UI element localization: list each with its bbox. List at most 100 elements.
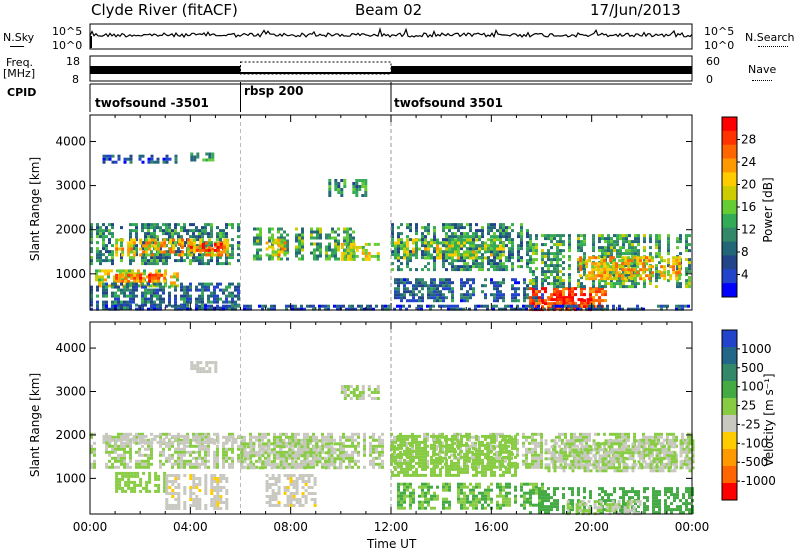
- power-cell: [129, 160, 133, 164]
- velocity-cell: [273, 456, 276, 460]
- power-cell: [108, 223, 111, 227]
- velocity-cell: [321, 438, 324, 442]
- power-cell: [622, 279, 625, 283]
- power-cell: [475, 265, 478, 269]
- velocity-cell: [120, 462, 123, 466]
- power-cell: [216, 285, 219, 289]
- power-cell: [439, 290, 442, 294]
- power-cell: [457, 229, 460, 233]
- velocity-cell: [525, 435, 528, 439]
- velocity-cell: [219, 501, 223, 504]
- velocity-cell: [297, 432, 300, 436]
- power-cell: [445, 287, 448, 291]
- power-cell: [481, 229, 484, 233]
- velocity-cell: [216, 462, 219, 466]
- power-cell: [607, 249, 610, 253]
- power-cell: [604, 237, 607, 241]
- power-cell: [153, 262, 156, 266]
- power-cell: [604, 299, 607, 303]
- power-cell: [592, 296, 595, 300]
- velocity-cell: [279, 466, 283, 470]
- velocity-cell: [111, 450, 114, 454]
- power-cell: [256, 251, 259, 255]
- power-cell: [475, 256, 478, 260]
- velocity-cell: [516, 450, 519, 454]
- velocity-cell: [258, 435, 261, 439]
- power-cell: [526, 265, 529, 269]
- power-cell: [328, 188, 332, 191]
- power-cell: [153, 259, 156, 263]
- velocity-cell: [396, 459, 399, 463]
- power-cell: [408, 304, 411, 308]
- power-cell: [507, 304, 510, 308]
- power-cell: [562, 293, 565, 297]
- power-cell: [421, 250, 424, 254]
- power-cell: [228, 285, 231, 289]
- power-cell: [648, 268, 652, 272]
- power-cell: [490, 229, 493, 233]
- power-cell: [271, 257, 274, 261]
- power-cell: [364, 185, 368, 188]
- velocity-cell: [267, 463, 271, 467]
- velocity-cell: [216, 440, 220, 444]
- velocity-cell: [171, 444, 174, 448]
- velocity-cell: [219, 489, 223, 492]
- power-cell: [642, 271, 646, 275]
- velocity-cell: [93, 441, 96, 445]
- velocity-cell: [225, 450, 228, 454]
- power-cell: [343, 236, 346, 240]
- power-cell: [547, 252, 550, 256]
- velocity-cell: [219, 480, 223, 483]
- velocity-cell: [102, 437, 106, 441]
- power-cell: [444, 304, 447, 308]
- power-cell: [607, 252, 610, 256]
- power-cell: [340, 257, 344, 261]
- power-cell: [102, 154, 106, 158]
- velocity-cell: [222, 444, 225, 448]
- velocity-cell: [154, 483, 158, 487]
- power-cell: [105, 250, 108, 254]
- power-cell: [565, 296, 568, 300]
- power-cell: [237, 285, 240, 289]
- power-cell: [552, 307, 555, 311]
- power-cell: [90, 262, 93, 266]
- power-cell: [672, 256, 676, 260]
- power-cell: [154, 276, 158, 280]
- velocity-cell: [183, 453, 186, 457]
- velocity-cell: [267, 442, 271, 446]
- power-cell: [165, 253, 168, 257]
- power-cell: [99, 259, 102, 263]
- power-cell: [217, 250, 221, 254]
- velocity-cell: [240, 466, 244, 470]
- velocity-cell: [183, 504, 187, 507]
- velocity-cell: [564, 432, 567, 436]
- power-cell: [325, 248, 328, 252]
- velocity-cell: [243, 444, 246, 448]
- power-cell: [619, 246, 622, 250]
- power-cell: [409, 259, 412, 263]
- velocity-cell: [333, 438, 336, 442]
- power-cell: [529, 237, 532, 241]
- power-cell: [160, 250, 164, 254]
- velocity-cell: [375, 462, 378, 466]
- power-cell: [615, 268, 619, 272]
- power-cell: [147, 160, 151, 164]
- power-cell: [427, 223, 430, 227]
- power-cell: [135, 247, 138, 251]
- power-cell: [499, 259, 502, 263]
- power-cell: [559, 243, 562, 247]
- power-cell: [298, 239, 301, 243]
- power-cell: [147, 157, 151, 161]
- power-cell: [148, 238, 152, 242]
- power-cell: [180, 256, 183, 260]
- velocity-cell: [258, 438, 261, 442]
- power-cell: [291, 304, 294, 308]
- power-cell: [147, 226, 150, 230]
- power-cell: [193, 241, 197, 245]
- power-cell: [325, 251, 328, 255]
- velocity-cell: [213, 507, 217, 510]
- power-cell: [325, 233, 328, 237]
- power-cell: [564, 304, 567, 308]
- power-cell: [499, 262, 502, 266]
- velocity-cell: [261, 460, 265, 464]
